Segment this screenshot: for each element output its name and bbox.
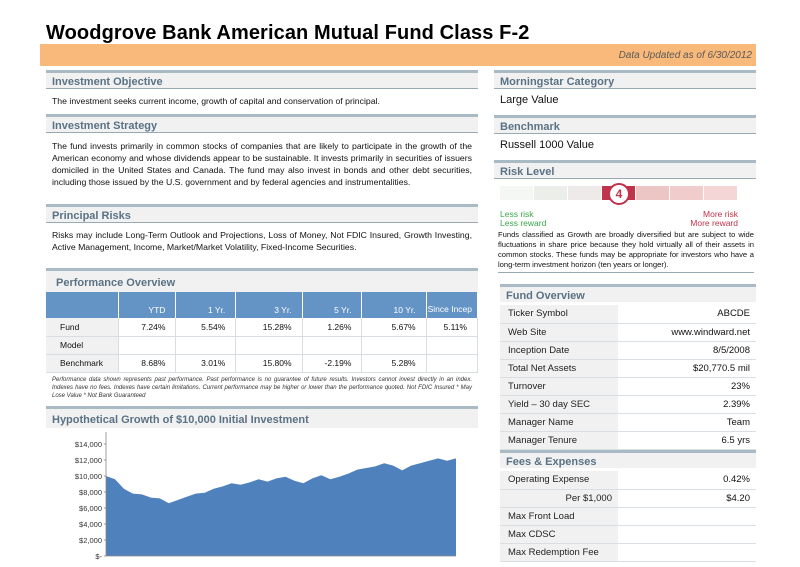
more-risk-label: More risk More reward <box>690 209 738 228</box>
risk-segment <box>670 186 703 200</box>
fees-table: Operating Expense 0.42% Per $1,000 $4.20 M… <box>500 471 756 562</box>
growth-chart-section: Hypothetical Growth of $10,000 Initial I… <box>46 406 478 428</box>
table-cell: 5.67% <box>361 318 427 337</box>
table-cell: 5.11% <box>426 318 479 337</box>
page-title: Woodgrove Bank American Mutual Fund Clas… <box>46 22 530 44</box>
table-cell <box>302 336 363 355</box>
investment-objective-heading: Investment Objective <box>46 70 478 88</box>
principal-risks-heading: Principal Risks <box>46 204 478 222</box>
y-tick-label: $8,000 <box>79 488 102 497</box>
row-label: Model <box>46 336 119 355</box>
y-tick-label: $10,000 <box>75 472 102 481</box>
table-row: Benchmark 8.68% 3.01% 15.80% -2.19% 5.28… <box>46 354 479 373</box>
table-row: Manager Tenure 6.5 yrs <box>500 431 756 450</box>
y-tick-label: $14,000 <box>75 440 102 449</box>
col-header: YTD <box>118 292 177 318</box>
investment-strategy-section: Investment Strategy The fund invests pri… <box>46 114 478 188</box>
fund-overview-section: Fund Overview Ticker Symbol ABCDE Web Sit… <box>500 284 756 450</box>
table-cell <box>361 336 427 355</box>
performance-table: YTD 1 Yr. 3 Yr. 5 Yr. 10 Yr. Since Incep… <box>46 292 479 373</box>
risk-segment <box>500 186 533 200</box>
table-cell <box>426 354 479 373</box>
less-risk-label: Less risk Less reward <box>500 209 547 228</box>
table-row: Max Redemption Fee <box>500 543 756 562</box>
benchmark-section: Benchmark Russell 1000 Value <box>494 115 756 158</box>
table-row: Manager Name Team <box>500 413 756 432</box>
table-cell: 5.54% <box>175 318 237 337</box>
risk-level-section: Risk Level <box>494 160 756 179</box>
y-tick-label: $4,000 <box>79 520 102 529</box>
morningstar-heading: Morningstar Category <box>494 70 756 88</box>
principal-risks-text: Risks may include Long-Term Outlook and … <box>52 230 472 252</box>
table-cell: 15.28% <box>235 318 303 337</box>
table-cell: -2.19% <box>302 354 363 373</box>
row-label: Benchmark <box>46 354 119 373</box>
y-tick-label: $2,000 <box>79 536 102 545</box>
table-row: Model <box>46 336 479 355</box>
table-cell <box>235 336 303 355</box>
table-row: Max Front Load <box>500 507 756 526</box>
table-cell <box>426 336 479 355</box>
benchmark-heading: Benchmark <box>494 115 756 133</box>
table-cell: 3.01% <box>175 354 237 373</box>
table-cell: 8.68% <box>118 354 177 373</box>
performance-overview-section: Performance Overview YTD 1 Yr. 3 Yr. 5 Y… <box>46 268 479 400</box>
table-row: Turnover 23% <box>500 377 756 396</box>
website-link[interactable]: www.windward.net <box>618 323 756 342</box>
table-row: Total Net Assets $20,770.5 mil <box>500 359 756 378</box>
risk-segment <box>636 186 669 200</box>
table-cell: 7.24% <box>118 318 177 337</box>
risk-segment <box>568 186 601 200</box>
fund-overview-table: Ticker Symbol ABCDE Web Site www.windward.… <box>500 305 756 450</box>
table-row: Max CDSC <box>500 525 756 544</box>
col-header: 10 Yr. <box>361 292 427 318</box>
benchmark-value: Russell 1000 Value <box>500 139 594 151</box>
table-row: Inception Date 8/5/2008 <box>500 341 756 360</box>
table-row: Ticker Symbol ABCDE <box>500 305 756 324</box>
risk-segment <box>704 186 737 200</box>
investment-strategy-heading: Investment Strategy <box>46 114 478 132</box>
table-cell: 15.80% <box>235 354 303 373</box>
fees-section: Fees & Expenses Operating Expense 0.42% P… <box>500 450 756 562</box>
growth-chart-heading: Hypothetical Growth of $10,000 Initial I… <box>46 406 478 428</box>
investment-strategy-text: The fund invests primarily in common sto… <box>52 141 472 187</box>
header-bar <box>40 44 756 66</box>
morningstar-value: Large Value <box>500 94 559 106</box>
data-updated-date: Data Updated as of 6/30/2012 <box>618 50 752 61</box>
table-row: Fund 7.24% 5.54% 15.28% 1.26% 5.67% 5.11… <box>46 318 479 337</box>
col-header: 5 Yr. <box>302 292 363 318</box>
table-row: Per $1,000 $4.20 <box>500 489 756 508</box>
col-header: 1 Yr. <box>175 292 237 318</box>
growth-area-series <box>106 458 456 556</box>
table-cell <box>175 336 237 355</box>
col-header: Since Incep <box>426 292 479 318</box>
table-row: Web Site www.windward.net <box>500 323 756 342</box>
y-tick-label: $6,000 <box>79 504 102 513</box>
table-cell: 5.28% <box>361 354 427 373</box>
growth-chart: $14,000 $12,000 $10,000 $8,000 $6,000 $4,000 $… <box>75 432 456 561</box>
risk-segment <box>534 186 567 200</box>
principal-risks-section: Principal Risks Risks may include Long-T… <box>46 204 478 253</box>
risk-level-badge: 4 <box>608 183 630 205</box>
table-cell <box>118 336 177 355</box>
investment-objective-text: The investment seeks current income, gro… <box>52 96 380 106</box>
fund-overview-heading: Fund Overview <box>500 284 756 302</box>
risk-level-heading: Risk Level <box>494 160 756 178</box>
col-header: 3 Yr. <box>235 292 303 318</box>
y-tick-label: $- <box>95 552 102 561</box>
row-label: Fund <box>46 318 119 337</box>
investment-objective-section: Investment Objective The investment seek… <box>46 70 478 111</box>
y-tick-label: $12,000 <box>75 456 102 465</box>
risk-description: Funds classified as Growth are broadly d… <box>498 230 754 273</box>
table-row: Yield – 30 day SEC 2.39% <box>500 395 756 414</box>
performance-overview-heading: Performance Overview <box>46 268 478 292</box>
table-cell: 1.26% <box>302 318 363 337</box>
fees-heading: Fees & Expenses <box>500 450 756 468</box>
morningstar-section: Morningstar Category Large Value <box>494 70 756 113</box>
performance-disclaimer: Performance data shown represents past p… <box>52 376 472 399</box>
table-row: Operating Expense 0.42% <box>500 471 756 490</box>
